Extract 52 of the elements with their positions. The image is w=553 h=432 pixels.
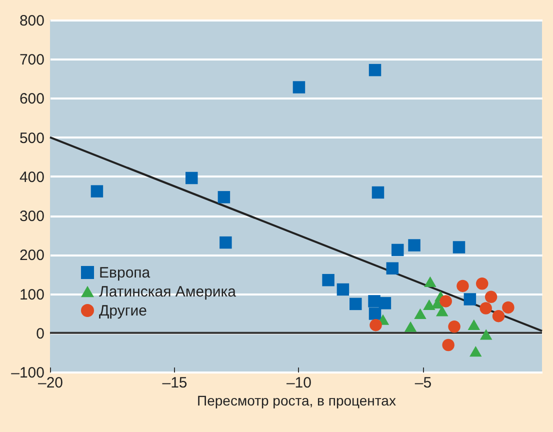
point (464, 293, 476, 306)
point (484, 290, 498, 304)
point (480, 302, 492, 314)
point (423, 299, 436, 310)
point (480, 329, 492, 340)
point (448, 320, 460, 333)
point (90, 185, 104, 198)
legend-label: Латинская Америка (99, 284, 237, 300)
point (468, 319, 480, 330)
point (368, 64, 382, 76)
x-axis-title: Пересмотр роста, в процентах (197, 392, 396, 408)
point (502, 301, 514, 314)
point (414, 308, 426, 320)
point (218, 191, 230, 204)
point (292, 81, 306, 94)
point (368, 308, 382, 320)
y-tick-label: 600 (19, 90, 44, 108)
y-tick-label: 200 (19, 247, 44, 264)
point (456, 280, 469, 292)
point (436, 306, 448, 316)
point (392, 244, 404, 256)
point (440, 295, 452, 308)
point (470, 346, 482, 357)
y-tick-label: –100 (11, 364, 44, 382)
y-tick-label: 700 (19, 52, 44, 69)
y-tick-label: 500 (19, 130, 44, 147)
point (186, 172, 198, 184)
x-tick-label: –10 (286, 374, 312, 392)
point (404, 321, 417, 332)
point (372, 186, 384, 199)
legend-label: Европа (99, 264, 151, 282)
point (424, 276, 436, 287)
point (442, 338, 454, 352)
point (336, 283, 350, 296)
y-tick-label: 800 (19, 12, 44, 30)
point (452, 241, 466, 254)
point (350, 298, 362, 310)
y-tick-label: 400 (19, 168, 44, 186)
point (386, 262, 399, 274)
point (220, 236, 232, 249)
legend-label: Другие (99, 302, 148, 320)
point (378, 297, 392, 310)
x-tick-label: –15 (162, 374, 188, 392)
point (408, 239, 420, 252)
y-tick-label: 100 (19, 286, 44, 304)
y-tick-label: 300 (19, 208, 44, 226)
x-tick-label: –5 (414, 374, 432, 392)
point (476, 277, 488, 290)
point (322, 274, 334, 286)
point (492, 310, 505, 322)
point (370, 318, 382, 332)
y-tick-label: 0 (36, 325, 44, 342)
